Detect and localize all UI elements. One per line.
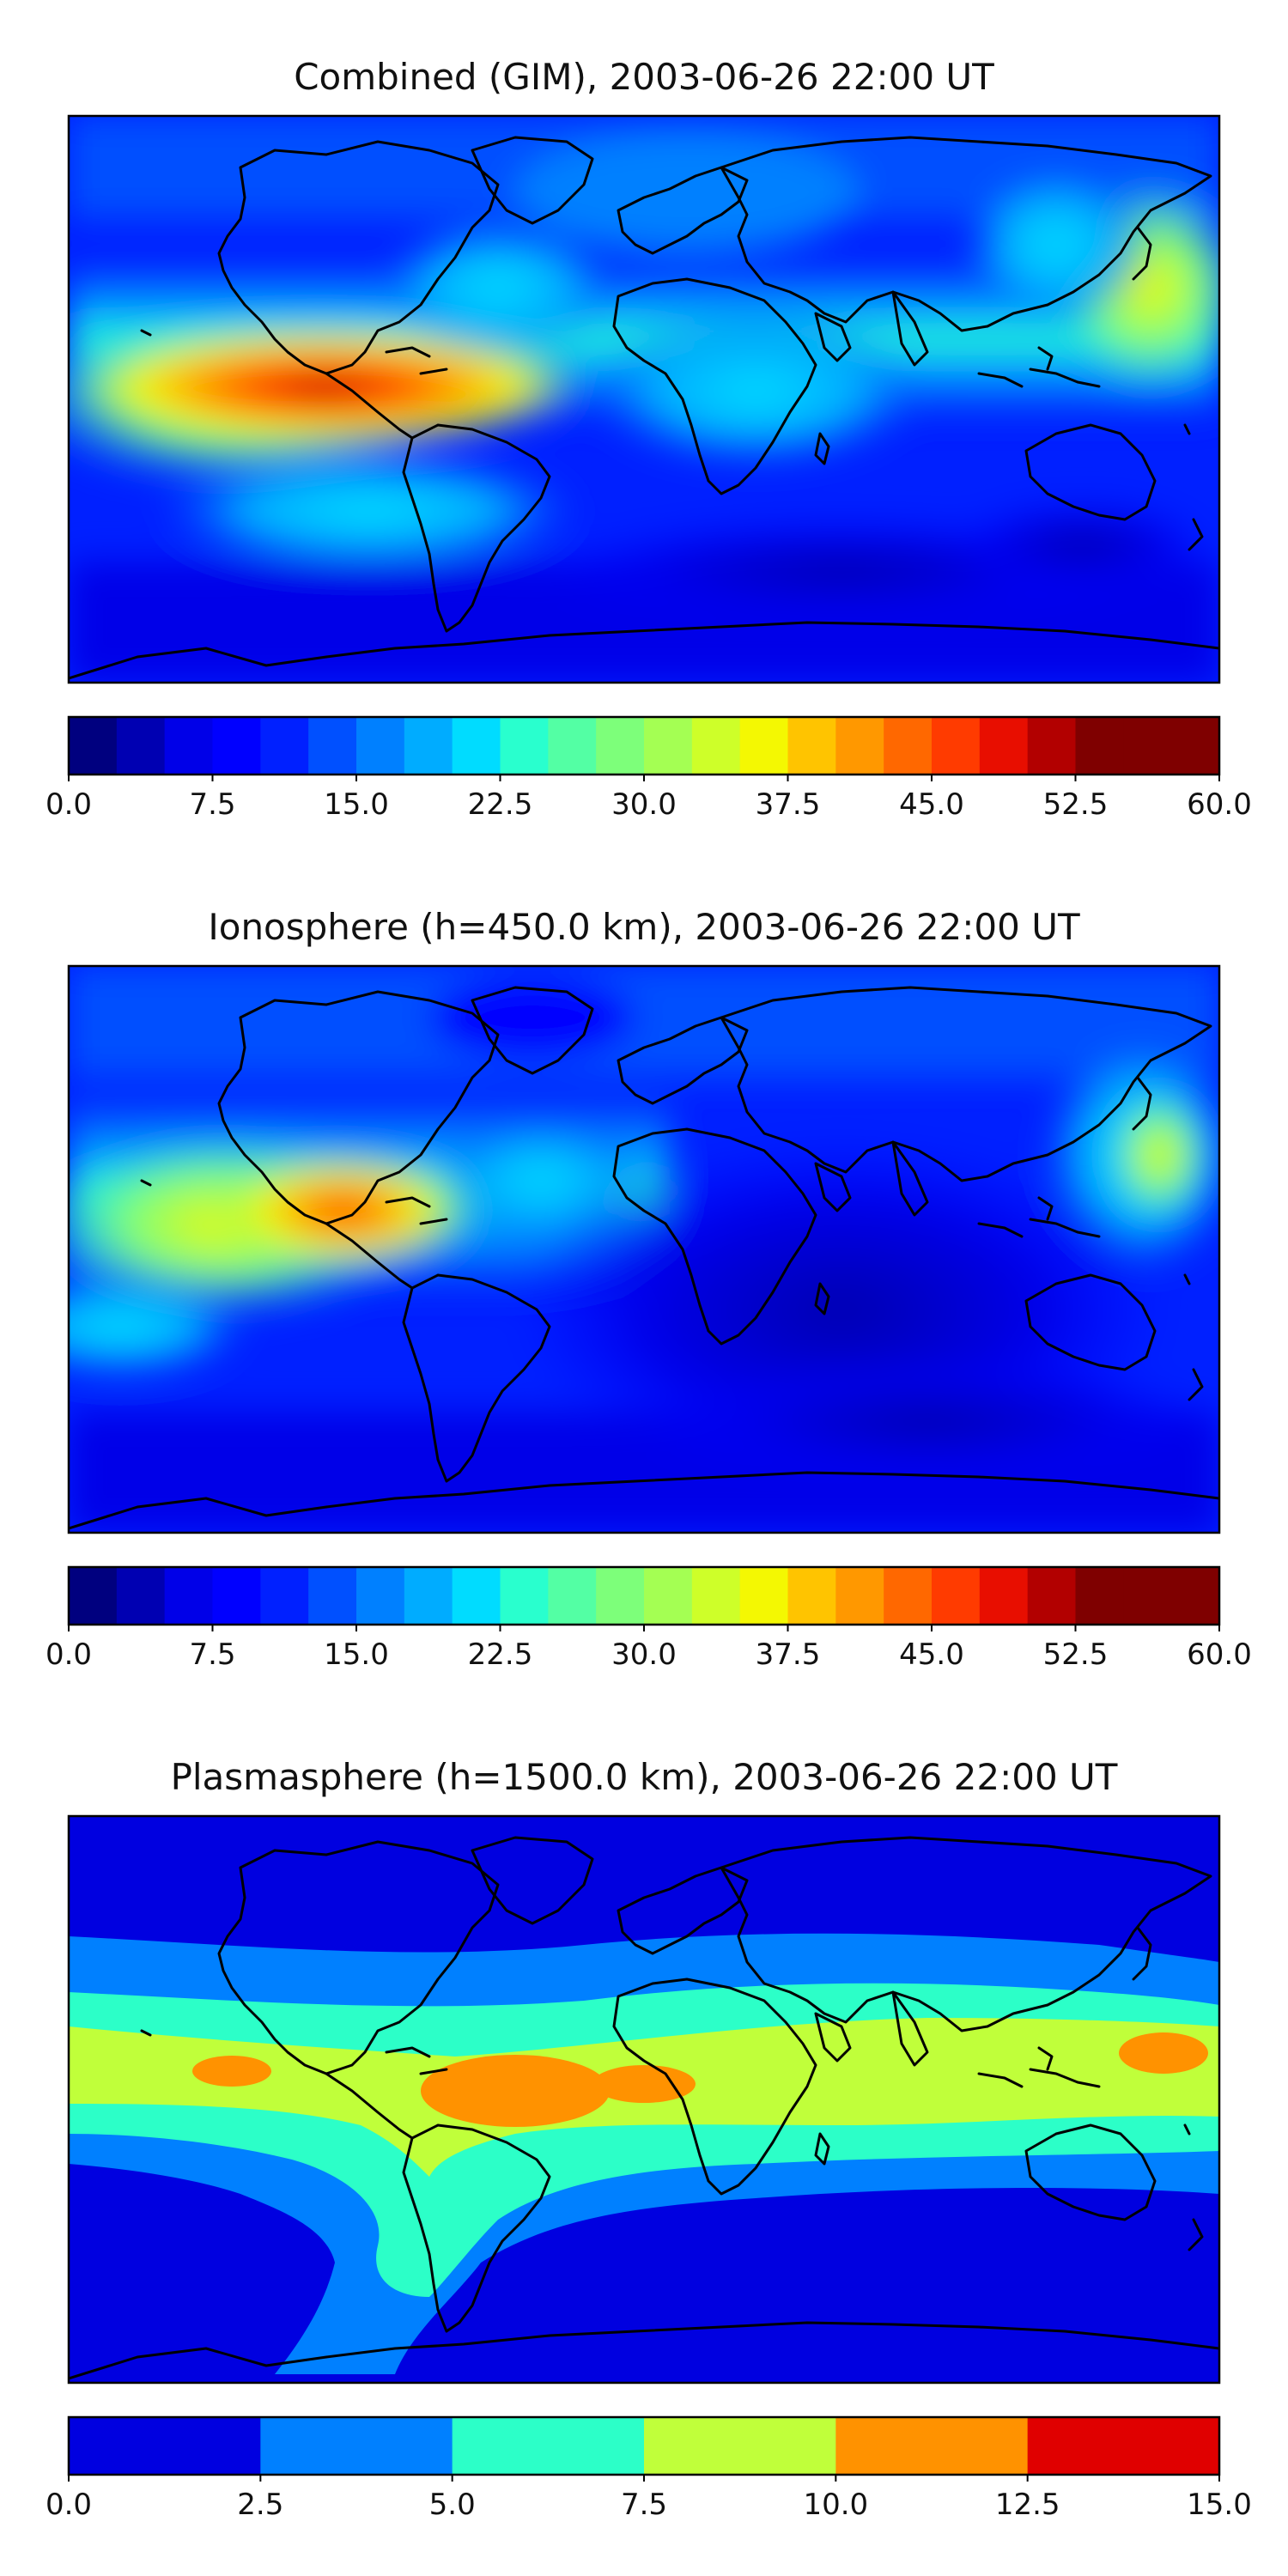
- colorbar-swatch: [308, 1567, 357, 1625]
- colorbar-swatch: [356, 717, 405, 775]
- colorbar-swatch: [739, 717, 788, 775]
- colorbar-swatch: [164, 1567, 213, 1625]
- colorbar-swatch: [548, 1567, 597, 1625]
- colorbar-swatch: [644, 2417, 836, 2475]
- colorbar-swatch: [404, 1567, 453, 1625]
- colorbar-tick-label: 22.5: [468, 1637, 533, 1672]
- colorbar-swatch: [404, 717, 453, 775]
- colorbar-swatch: [1075, 1567, 1124, 1625]
- colorbar-swatch: [69, 717, 118, 775]
- colorbar-swatch: [260, 1567, 309, 1625]
- colorbar-swatch: [116, 717, 166, 775]
- colorbar-tick-label: 37.5: [756, 787, 821, 822]
- colorbar-plasmasphere-ticks: 0.0 2.5 5.0 7.5 10.0 12.5 15.0: [46, 2475, 1252, 2522]
- colorbar-tick-label: 60.0: [1187, 787, 1252, 822]
- colorbar-tick-label: 7.5: [189, 787, 235, 822]
- colorbar-swatch: [548, 717, 597, 775]
- colorbar-swatch: [452, 1567, 501, 1625]
- panel-title-combined: Combined (GIM), 2003-06-26 22:00 UT: [294, 56, 994, 98]
- colorbar-swatch: [691, 717, 741, 775]
- colorbar-tick-label: 52.5: [1043, 787, 1109, 822]
- colorbar-ionosphere: 0.0 7.5 15.0 22.5 30.0 37.5 45.0 52.5 60.0: [46, 1565, 1252, 1672]
- panel-combined: Combined (GIM), 2003-06-26 22:00 UT: [46, 56, 1252, 822]
- colorbar-swatch: [596, 1567, 645, 1625]
- colorbar-combined-ticks: 0.0 7.5 15.0 22.5 30.0 37.5 45.0 52.5 60.0: [46, 775, 1252, 822]
- panel-plasmasphere: Plasmasphere (h=1500.0 km), 2003-06-26 2…: [46, 1756, 1252, 2522]
- colorbar-swatch: [1171, 717, 1220, 775]
- panel-ionosphere: Ionosphere (h=450.0 km), 2003-06-26 22:0…: [46, 906, 1252, 1672]
- colorbar-swatch: [69, 2417, 261, 2475]
- colorbar-swatch: [1171, 1567, 1220, 1625]
- colorbar-swatch: [932, 1567, 981, 1625]
- colorbar-swatch: [164, 717, 213, 775]
- map-plasmasphere: [69, 1816, 1219, 2383]
- colorbar-tick-label: 2.5: [237, 2488, 283, 2522]
- colorbar-tick-label: 30.0: [611, 1637, 677, 1672]
- colorbar-ionosphere-ticks: 0.0 7.5 15.0 22.5 30.0 37.5 45.0 52.5 60.0: [46, 1625, 1252, 1672]
- map-combined: [69, 116, 1219, 683]
- colorbar-combined-swatches: [69, 717, 1220, 775]
- colorbar-ionosphere-swatches: [69, 1567, 1220, 1625]
- colorbar-swatch: [932, 717, 981, 775]
- colorbar-swatch: [452, 2417, 645, 2475]
- colorbar-tick-label: 37.5: [756, 1637, 821, 1672]
- colorbar-plasmasphere: 0.0 2.5 5.0 7.5 10.0 12.5 15.0: [46, 2415, 1252, 2522]
- colorbar-swatch: [260, 2417, 453, 2475]
- colorbar-plasmasphere-swatches: [69, 2417, 1220, 2475]
- colorbar-swatch: [1027, 1567, 1076, 1625]
- colorbar-tick-label: 10.0: [803, 2488, 868, 2522]
- colorbar-swatch: [308, 717, 357, 775]
- colorbar-tick-label: 0.0: [46, 787, 92, 822]
- colorbar-swatch: [356, 1567, 405, 1625]
- colorbar-swatch: [979, 717, 1029, 775]
- colorbar-swatch: [979, 1567, 1029, 1625]
- map-ionosphere: [69, 966, 1219, 1533]
- colorbar-swatch: [260, 717, 309, 775]
- colorbar-swatch: [1123, 1567, 1172, 1625]
- colorbar-tick-label: 15.0: [1187, 2488, 1252, 2522]
- colorbar-swatch: [835, 717, 884, 775]
- colorbar-swatch: [644, 717, 693, 775]
- colorbar-tick-label: 5.0: [429, 2488, 476, 2522]
- colorbar-swatch: [1123, 717, 1172, 775]
- colorbar-swatch: [212, 717, 261, 775]
- colorbar-swatch: [787, 717, 836, 775]
- colorbar-tick-label: 0.0: [46, 1637, 92, 1672]
- colorbar-tick-label: 30.0: [611, 787, 677, 822]
- colorbar-swatch: [1027, 2417, 1220, 2475]
- colorbar-tick-label: 45.0: [899, 787, 964, 822]
- panel-title-ionosphere: Ionosphere (h=450.0 km), 2003-06-26 22:0…: [208, 906, 1080, 948]
- colorbar-swatch: [212, 1567, 261, 1625]
- colorbar-swatch: [116, 1567, 166, 1625]
- colorbar-tick-label: 15.0: [324, 787, 389, 822]
- colorbar-tick-label: 12.5: [995, 2488, 1060, 2522]
- colorbar-tick-label: 52.5: [1043, 1637, 1109, 1672]
- colorbar-tick-label: 0.0: [46, 2488, 92, 2522]
- colorbar-tick-label: 22.5: [468, 787, 533, 822]
- colorbar-swatch: [835, 2417, 1029, 2475]
- colorbar-swatch: [884, 717, 933, 775]
- colorbar-swatch: [1075, 717, 1124, 775]
- colorbar-swatch: [739, 1567, 788, 1625]
- colorbar-swatch: [644, 1567, 693, 1625]
- colorbar-swatch: [1027, 717, 1076, 775]
- colorbar-swatch: [691, 1567, 741, 1625]
- colorbar-combined: 0.0 7.5 15.0 22.5 30.0 37.5 45.0 52.5 60.0: [46, 715, 1252, 822]
- panel-title-plasmasphere: Plasmasphere (h=1500.0 km), 2003-06-26 2…: [171, 1756, 1118, 1798]
- colorbar-swatch: [452, 717, 501, 775]
- colorbar-tick-label: 7.5: [189, 1637, 235, 1672]
- colorbar-swatch: [596, 717, 645, 775]
- colorbar-tick-label: 7.5: [621, 2488, 667, 2522]
- colorbar-tick-label: 60.0: [1187, 1637, 1252, 1672]
- colorbar-swatch: [884, 1567, 933, 1625]
- colorbar-tick-label: 45.0: [899, 1637, 964, 1672]
- colorbar-swatch: [500, 717, 549, 775]
- colorbar-swatch: [69, 1567, 118, 1625]
- colorbar-swatch: [835, 1567, 884, 1625]
- colorbar-swatch: [787, 1567, 836, 1625]
- colorbar-swatch: [500, 1567, 549, 1625]
- colorbar-tick-label: 15.0: [324, 1637, 389, 1672]
